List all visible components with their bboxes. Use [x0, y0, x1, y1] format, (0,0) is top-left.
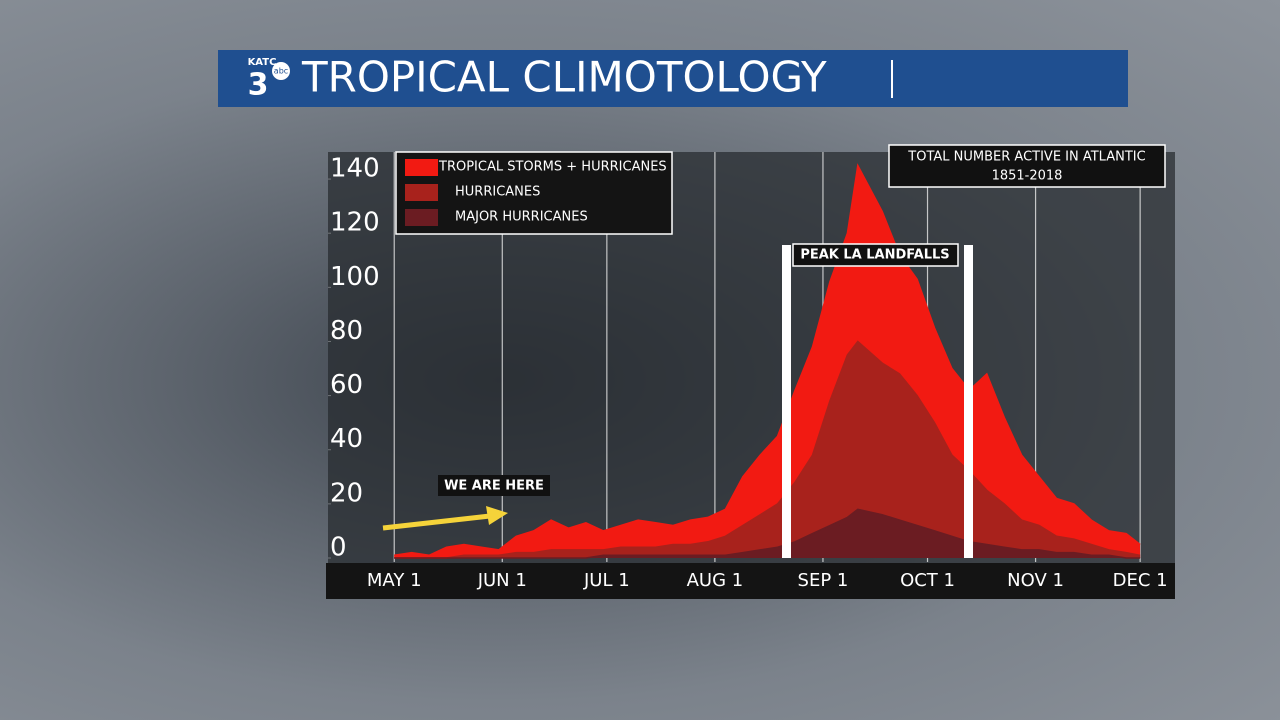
x-tick-label: JUL 1 — [583, 570, 630, 591]
marker-arrow — [382, 513, 491, 531]
y-tick-label: 60 — [330, 370, 363, 400]
y-tick-label: 80 — [330, 316, 363, 346]
y-tick-label: 100 — [330, 262, 380, 292]
logo-network: abc — [274, 67, 288, 76]
peak-bar-left — [782, 245, 791, 558]
peak-label: PEAK LA LANDFALLS — [800, 248, 949, 263]
y-tick-label: 140 — [330, 154, 380, 184]
x-tick-label: NOV 1 — [1007, 570, 1064, 591]
y-tick-label: 20 — [330, 478, 363, 508]
legend-label: MAJOR HURRICANES — [455, 210, 588, 225]
logo-channel: 3 — [248, 68, 269, 103]
note-line: TOTAL NUMBER ACTIVE IN ATLANTIC — [907, 150, 1145, 165]
logo-badge — [272, 62, 290, 80]
marker-label-box — [438, 475, 550, 496]
legend-label: TROPICAL STORMS + HURRICANES — [438, 160, 667, 175]
note-box — [888, 144, 1166, 188]
area-line — [394, 340, 1141, 559]
y-tick-label: 40 — [330, 424, 363, 454]
area-line — [394, 163, 1141, 557]
banner — [218, 50, 1128, 107]
x-tick-label: OCT 1 — [900, 570, 955, 591]
marker-label: WE ARE HERE — [444, 479, 544, 494]
peak-bar-right — [964, 245, 973, 558]
logo-callsign: KATC — [248, 57, 277, 68]
banner-title: TROPICAL CLIMOTOLOGY — [301, 53, 827, 102]
legend-swatch — [405, 209, 438, 226]
area-fill — [394, 509, 1141, 558]
legend-swatch — [405, 159, 438, 176]
areas — [394, 163, 1141, 559]
y-tick-label: 0 — [330, 533, 347, 563]
x-tick-label: DEC 1 — [1113, 570, 1168, 591]
area-fill — [394, 341, 1141, 558]
peak-label-box — [792, 243, 959, 267]
banner-cursor — [891, 60, 893, 98]
y-tick-label: 120 — [330, 208, 380, 238]
x-tick-label: AUG 1 — [687, 570, 744, 591]
legend — [395, 151, 673, 235]
legend-entries: TROPICAL STORMS + HURRICANES HURRICANES MA… — [405, 159, 667, 226]
area-line — [394, 508, 1141, 559]
marker-arrowhead — [486, 506, 508, 525]
ticks: MAY 1 JUN 1 JUL 1 AUG 1 SEP 1 OCT 1 NOV 1 DEC 1… — [328, 154, 1168, 591]
x-tick-label: MAY 1 — [367, 570, 422, 591]
note-line: 1851-2018 — [992, 169, 1063, 184]
x-tick-label: JUN 1 — [477, 570, 527, 591]
legend-swatch — [405, 184, 438, 201]
x-tick-label: SEP 1 — [798, 570, 849, 591]
x-axis-bar — [326, 563, 1175, 599]
legend-label: HURRICANES — [455, 185, 540, 200]
